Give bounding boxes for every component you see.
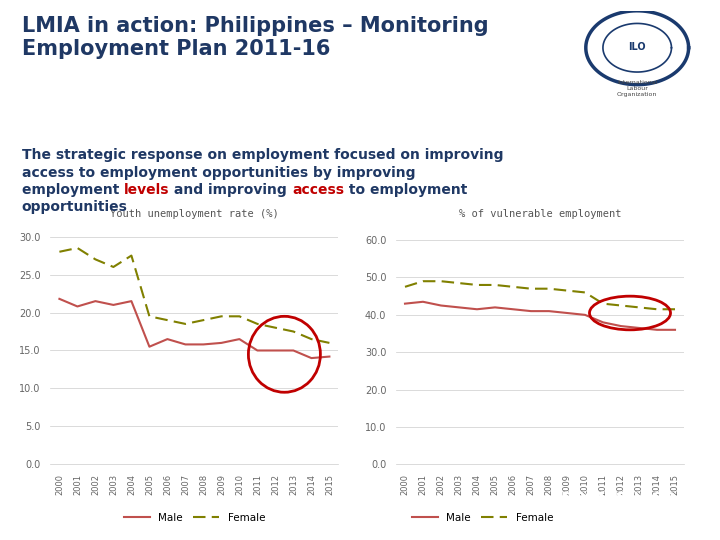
Text: International
Labour
Organization: International Labour Organization <box>617 80 657 97</box>
Text: and improving: and improving <box>169 183 292 197</box>
Text: opportunities: opportunities <box>22 200 127 214</box>
Title: % of vulnerable employment: % of vulnerable employment <box>459 209 621 219</box>
Text: The strategic response on employment focused on improving: The strategic response on employment foc… <box>22 148 503 163</box>
Text: access: access <box>292 183 344 197</box>
Title: Youth unemployment rate (%): Youth unemployment rate (%) <box>110 209 279 219</box>
Text: ILO: ILO <box>629 42 646 52</box>
Text: to employment: to employment <box>344 183 467 197</box>
Legend: Male, Female: Male, Female <box>408 509 557 527</box>
Text: A better world starts here: A better world starts here <box>584 526 665 531</box>
Text: DECENT WORK: DECENT WORK <box>562 492 688 507</box>
Text: employment: employment <box>22 183 124 197</box>
Legend: Male, Female: Male, Female <box>120 509 269 527</box>
Text: levels: levels <box>124 183 169 197</box>
Text: access to employment opportunities by improving: access to employment opportunities by im… <box>22 166 415 180</box>
Text: LMIA in action: Philippines – Monitoring
Employment Plan 2011-16: LMIA in action: Philippines – Monitoring… <box>22 16 488 59</box>
